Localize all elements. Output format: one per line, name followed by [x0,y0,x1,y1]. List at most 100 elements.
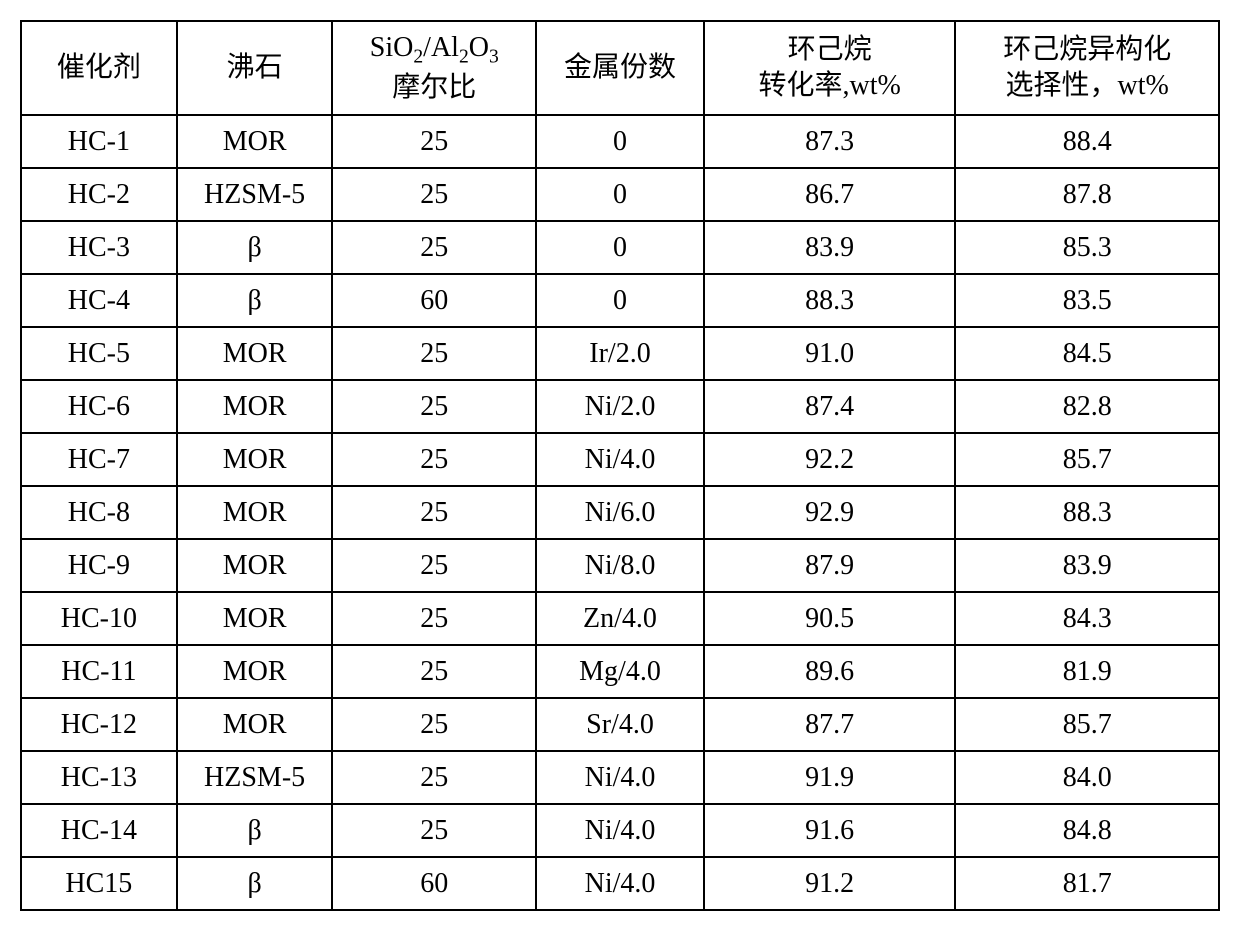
header-ratio: SiO2/Al2O3 摩尔比 [332,21,536,115]
cell-catalyst: HC-1 [21,115,177,168]
cell-zeolite: MOR [177,539,333,592]
cell-selectivity: 88.4 [955,115,1219,168]
table-row: HC-10MOR25Zn/4.090.584.3 [21,592,1219,645]
cell-ratio: 25 [332,804,536,857]
cell-catalyst: HC-4 [21,274,177,327]
ratio-formula: SiO2/Al2O3 [370,32,499,63]
cell-selectivity: 88.3 [955,486,1219,539]
cell-catalyst: HC-12 [21,698,177,751]
table-row: HC-7MOR25Ni/4.092.285.7 [21,433,1219,486]
table-row: HC-5MOR25Ir/2.091.084.5 [21,327,1219,380]
table-row: HC-2HZSM-525086.787.8 [21,168,1219,221]
header-catalyst: 催化剂 [21,21,177,115]
table-row: HC-4β60088.383.5 [21,274,1219,327]
cell-selectivity: 81.9 [955,645,1219,698]
cell-metal: Mg/4.0 [536,645,704,698]
cell-conversion: 91.9 [704,751,956,804]
header-selectivity: 环己烷异构化 选择性，wt% [955,21,1219,115]
cell-metal: Ni/4.0 [536,751,704,804]
cell-catalyst: HC-14 [21,804,177,857]
table-header-row: 催化剂 沸石 SiO2/Al2O3 摩尔比 金属份数 环己烷 转化率,wt% 环… [21,21,1219,115]
cell-metal: Ni/2.0 [536,380,704,433]
cell-selectivity: 84.5 [955,327,1219,380]
cell-ratio: 25 [332,433,536,486]
cell-zeolite: MOR [177,698,333,751]
cell-catalyst: HC-2 [21,168,177,221]
cell-metal: Ir/2.0 [536,327,704,380]
table-row: HC-14β25Ni/4.091.684.8 [21,804,1219,857]
cell-conversion: 88.3 [704,274,956,327]
cell-ratio: 25 [332,327,536,380]
cell-zeolite: β [177,804,333,857]
cell-catalyst: HC-8 [21,486,177,539]
catalyst-data-table: 催化剂 沸石 SiO2/Al2O3 摩尔比 金属份数 环己烷 转化率,wt% 环… [20,20,1220,911]
cell-catalyst: HC-5 [21,327,177,380]
table-row: HC-8MOR25Ni/6.092.988.3 [21,486,1219,539]
cell-ratio: 25 [332,115,536,168]
table-row: HC-1MOR25087.388.4 [21,115,1219,168]
cell-ratio: 60 [332,274,536,327]
cell-ratio: 25 [332,645,536,698]
cell-conversion: 91.2 [704,857,956,910]
table-body: HC-1MOR25087.388.4HC-2HZSM-525086.787.8H… [21,115,1219,910]
cell-zeolite: MOR [177,380,333,433]
cell-conversion: 87.4 [704,380,956,433]
cell-selectivity: 84.0 [955,751,1219,804]
cell-selectivity: 85.3 [955,221,1219,274]
cell-catalyst: HC15 [21,857,177,910]
cell-ratio: 25 [332,380,536,433]
cell-metal: Sr/4.0 [536,698,704,751]
cell-conversion: 91.6 [704,804,956,857]
cell-catalyst: HC-3 [21,221,177,274]
ratio-label: 摩尔比 [392,72,476,103]
cell-selectivity: 83.5 [955,274,1219,327]
cell-zeolite: β [177,857,333,910]
cell-zeolite: β [177,274,333,327]
table-row: HC-12MOR25Sr/4.087.785.7 [21,698,1219,751]
table-row: HC15β60Ni/4.091.281.7 [21,857,1219,910]
cell-zeolite: MOR [177,592,333,645]
cell-catalyst: HC-10 [21,592,177,645]
cell-metal: 0 [536,221,704,274]
cell-conversion: 92.9 [704,486,956,539]
cell-conversion: 87.9 [704,539,956,592]
cell-selectivity: 85.7 [955,433,1219,486]
cell-zeolite: MOR [177,115,333,168]
cell-ratio: 25 [332,698,536,751]
cell-catalyst: HC-13 [21,751,177,804]
cell-ratio: 25 [332,592,536,645]
cell-zeolite: MOR [177,433,333,486]
cell-catalyst: HC-11 [21,645,177,698]
cell-ratio: 25 [332,168,536,221]
table-row: HC-6MOR25Ni/2.087.482.8 [21,380,1219,433]
cell-ratio: 25 [332,539,536,592]
cell-catalyst: HC-9 [21,539,177,592]
cell-zeolite: MOR [177,327,333,380]
cell-metal: 0 [536,115,704,168]
cell-ratio: 60 [332,857,536,910]
cell-catalyst: HC-6 [21,380,177,433]
cell-conversion: 87.3 [704,115,956,168]
cell-selectivity: 83.9 [955,539,1219,592]
cell-metal: 0 [536,274,704,327]
cell-conversion: 89.6 [704,645,956,698]
cell-selectivity: 84.3 [955,592,1219,645]
table-row: HC-13HZSM-525Ni/4.091.984.0 [21,751,1219,804]
cell-conversion: 87.7 [704,698,956,751]
cell-metal: Ni/4.0 [536,857,704,910]
cell-metal: Ni/6.0 [536,486,704,539]
cell-conversion: 92.2 [704,433,956,486]
cell-metal: 0 [536,168,704,221]
cell-ratio: 25 [332,221,536,274]
cell-conversion: 86.7 [704,168,956,221]
cell-zeolite: HZSM-5 [177,168,333,221]
cell-conversion: 83.9 [704,221,956,274]
header-metal: 金属份数 [536,21,704,115]
cell-conversion: 91.0 [704,327,956,380]
header-zeolite: 沸石 [177,21,333,115]
table-row: HC-3β25083.985.3 [21,221,1219,274]
cell-selectivity: 82.8 [955,380,1219,433]
cell-zeolite: MOR [177,645,333,698]
cell-catalyst: HC-7 [21,433,177,486]
cell-metal: Ni/8.0 [536,539,704,592]
